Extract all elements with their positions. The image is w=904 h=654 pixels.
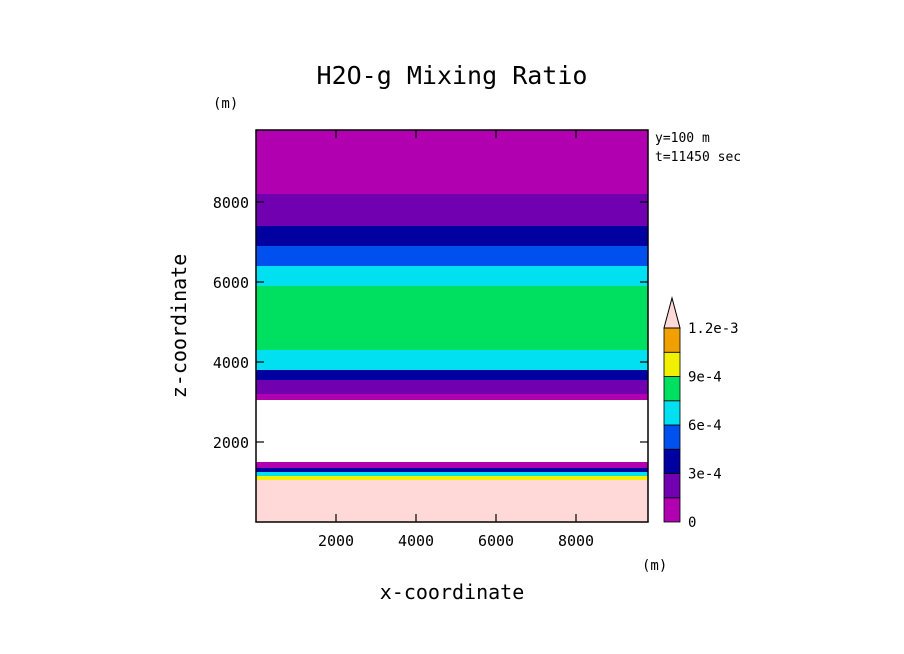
contour-band-5 (256, 266, 648, 286)
contour-band-10 (256, 380, 648, 394)
colorbar-swatch-5 (663, 376, 681, 402)
colorbar-overflow-triangle (663, 296, 681, 329)
y-axis-label: z-coordinate (167, 254, 191, 399)
contour-band-2 (256, 194, 648, 226)
contour-band-1 (256, 166, 648, 194)
contour-band-9 (256, 370, 648, 380)
contour-band-0 (256, 130, 648, 166)
axis-ticks: 2000 4000 6000 8000 2000 4000 6000 8000 (213, 130, 648, 550)
colorbar-tick-label: 6e-4 (688, 418, 722, 434)
colorbar-tick-label: 0 (688, 515, 696, 531)
contour-band-3 (256, 226, 648, 246)
chart-title: H2O-g Mixing Ratio (317, 61, 588, 90)
contour-band-16 (256, 476, 648, 480)
colorbar-swatch-7 (663, 327, 681, 353)
contour-band-4 (256, 246, 648, 266)
contour-band-17 (256, 480, 648, 522)
colorbar-tick-label: 1.2e-3 (688, 321, 739, 337)
colorbar-swatch-6 (663, 351, 681, 377)
y-unit-label: (m) (213, 96, 238, 112)
colorbar: 0 3e-4 6e-4 9e-4 1.2e-3 (663, 296, 739, 531)
contour-band-15 (256, 472, 648, 476)
x-unit-label: (m) (642, 558, 667, 574)
x-tick-label: 2000 (318, 532, 354, 550)
x-axis-label: x-coordinate (380, 580, 525, 604)
colorbar-swatch-3 (663, 424, 681, 450)
contour-band-12 (256, 400, 648, 462)
contour-band-6 (256, 286, 648, 326)
colorbar-swatch-4 (663, 400, 681, 426)
colorbar-swatch-0 (663, 497, 681, 523)
plot-frame (255, 129, 649, 523)
x-tick-label: 6000 (478, 532, 514, 550)
colorbar-tick-label: 9e-4 (688, 370, 722, 386)
info-line-time: t=11450 sec (655, 150, 741, 165)
colorbar-tick-label: 3e-4 (688, 467, 722, 483)
contour-band-13 (256, 462, 648, 468)
contour-plot-area (256, 130, 648, 522)
info-line-position: y=100 m (655, 131, 710, 146)
contour-band-8 (256, 350, 648, 370)
y-tick-label: 6000 (213, 274, 249, 292)
contour-band-11 (256, 394, 648, 400)
y-tick-label: 4000 (213, 354, 249, 372)
colorbar-swatch-1 (663, 473, 681, 499)
contour-band-14 (256, 468, 648, 472)
y-tick-label: 8000 (213, 194, 249, 212)
y-tick-label: 2000 (213, 434, 249, 452)
colorbar-swatch-2 (663, 448, 681, 474)
x-tick-label: 8000 (558, 532, 594, 550)
contour-band-7 (256, 326, 648, 350)
x-tick-label: 4000 (398, 532, 434, 550)
